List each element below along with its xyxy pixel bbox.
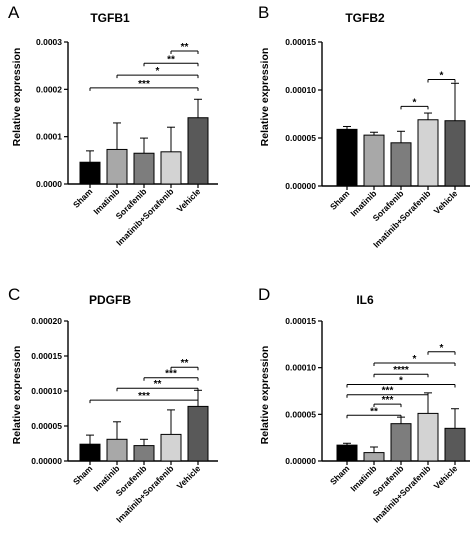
bar [417, 119, 439, 187]
bar [363, 134, 385, 187]
panel-letter: C [8, 285, 20, 304]
y-tick-label: 0.00015 [285, 37, 316, 47]
y-axis-label: Relative expression [259, 346, 271, 445]
significance-label: * [156, 66, 160, 77]
bar [363, 452, 385, 462]
y-tick-label: 0.0000 [36, 179, 62, 189]
chart-title: PDGFB [89, 293, 131, 307]
bar [336, 444, 358, 462]
y-tick-label: 0.00020 [31, 316, 62, 326]
bar [336, 128, 358, 187]
bar [160, 433, 182, 462]
y-tick-label: 0.00010 [31, 386, 62, 396]
significance-label: ** [370, 406, 378, 417]
significance-label: *** [382, 386, 394, 397]
significance-label: ** [181, 42, 189, 53]
y-tick-label: 0.00000 [285, 181, 316, 191]
significance-label: *** [165, 369, 177, 380]
category-label: Sham [328, 463, 352, 487]
bar [444, 120, 466, 187]
significance-label: *** [382, 395, 394, 406]
y-axis-label: Relative expression [11, 346, 23, 445]
chart-panel-d: D IL6 Relative expression 0.00000 0.00005 0.0… [258, 285, 470, 525]
bar [79, 443, 101, 462]
chart-title: TGFB1 [90, 11, 130, 25]
category-label: Sham [71, 186, 95, 210]
bar [390, 423, 412, 462]
y-axis-label: Relative expression [11, 48, 23, 147]
panel-letter: A [8, 3, 20, 22]
category-label: Vehicle [175, 463, 203, 491]
significance-label: * [440, 70, 444, 81]
bar [79, 161, 101, 185]
y-tick-label: 0.00010 [285, 363, 316, 373]
significance-label: * [440, 343, 444, 354]
y-tick-label: 0.00000 [31, 456, 62, 466]
category-label: Sham [328, 188, 352, 212]
bar [106, 148, 128, 185]
y-tick-label: 0.00015 [31, 351, 62, 361]
chart-panel-c: C PDGFB Relative expression 0.00000 0.00005 0… [8, 285, 218, 525]
bar [187, 117, 209, 185]
y-tick-label: 0.00010 [285, 85, 316, 95]
significance-label: * [413, 97, 417, 108]
bar [160, 151, 182, 185]
bar [106, 438, 128, 462]
y-axis-label: Relative expression [259, 48, 271, 147]
chart-panel-a: A TGFB1 Relative expression 0.0000 0.0001 0.0… [8, 3, 218, 248]
chart-title: IL6 [356, 293, 374, 307]
chart-panel-b: B TGFB2 Relative expression 0.00000 0.00005 0… [258, 3, 470, 250]
y-tick-label: 0.00015 [285, 316, 316, 326]
y-tick-label: 0.0003 [36, 37, 62, 47]
y-tick-label: 0.0001 [36, 132, 62, 142]
y-tick-label: 0.00005 [31, 421, 62, 431]
significance-label: ** [167, 54, 175, 65]
significance-label: ** [181, 358, 189, 369]
significance-label: *** [138, 391, 150, 402]
bar [133, 445, 155, 462]
category-label: Vehicle [175, 186, 203, 214]
significance-label: ** [154, 379, 162, 390]
chart-title: TGFB2 [345, 11, 385, 25]
y-tick-label: 0.00005 [285, 133, 316, 143]
bar [187, 405, 209, 462]
panel-letter: B [258, 3, 269, 22]
y-tick-label: 0.00005 [285, 409, 316, 419]
bar [417, 412, 439, 462]
category-label: Vehicle [432, 463, 460, 491]
significance-label: **** [393, 365, 409, 376]
bar [133, 152, 155, 185]
category-label: Sham [71, 463, 95, 487]
panel-letter: D [258, 285, 270, 304]
significance-label: *** [138, 79, 150, 90]
significance-label: * [399, 375, 403, 386]
significance-label: * [413, 354, 417, 365]
category-label: Vehicle [432, 188, 460, 216]
y-tick-label: 0.00000 [285, 456, 316, 466]
y-tick-label: 0.0002 [36, 84, 62, 94]
bar [444, 427, 466, 462]
bar [390, 142, 412, 187]
